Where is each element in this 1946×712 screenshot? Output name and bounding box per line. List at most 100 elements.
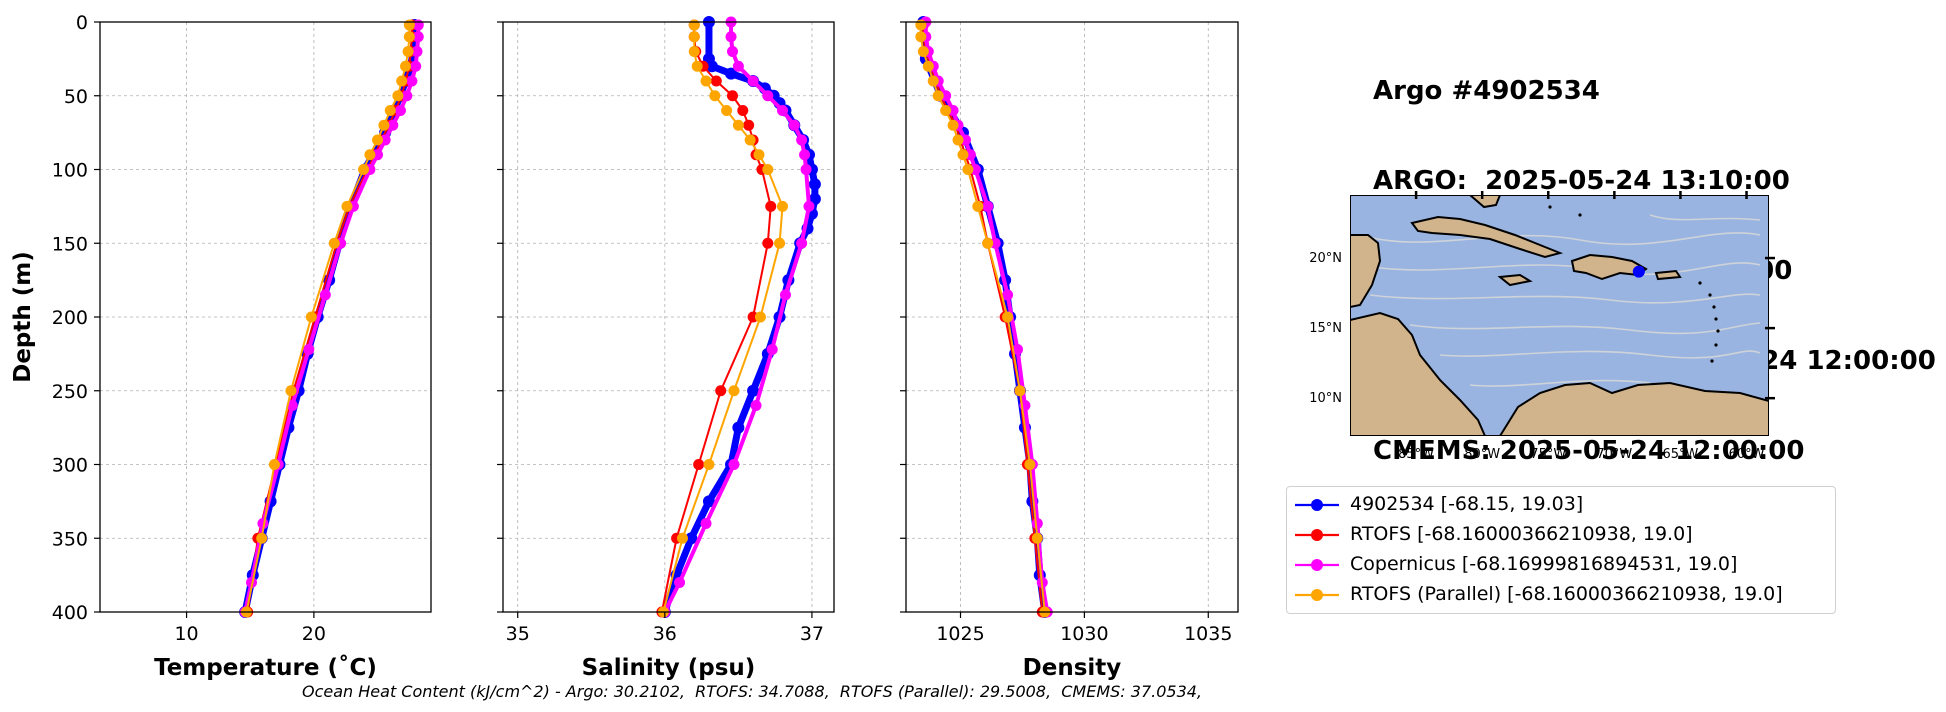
legend: 4902534 [-68.15, 19.03] RTOFS [-68.16000…: [1286, 486, 1836, 614]
map-canvas: [1349, 194, 1770, 437]
density-xtick-label: 1025: [936, 623, 984, 645]
salinity-rtofs-parallel-point: [703, 459, 715, 470]
land-cuba: [1410, 215, 1564, 259]
salinity-rtofs-point: [726, 90, 738, 102]
salinity-copernicus-point: [762, 90, 774, 102]
temperature-rtofs-parallel-point: [396, 75, 408, 87]
temperature-rtofs-parallel-point: [364, 149, 376, 161]
density-rtofs-parallel-point: [1014, 385, 1026, 397]
salinity-xtick-label: 36: [653, 623, 677, 645]
salinity-rtofs-parallel-point: [709, 90, 721, 102]
density-rtofs-parallel-point: [1031, 532, 1043, 544]
legend-label-argo: 4902534 [-68.15, 19.03]: [1350, 493, 1584, 515]
temperature-copernicus-point: [319, 289, 331, 301]
salinity-argo-point: [732, 421, 745, 434]
map-lon-label: 85°W: [1398, 447, 1434, 462]
density-copernicus-point: [1011, 343, 1023, 355]
legend-marker-rtofs-parallel: [1311, 589, 1323, 601]
profile-panels: 0 50 100 150 200 250 300 350 400 10 20 Temperature …: [52, 12, 1239, 681]
temperature-panel: 0 50 100 150 200 250 300 350 400 10 20 Temperature …: [52, 12, 432, 681]
temperature-copernicus-point: [394, 105, 406, 116]
density-rtofs-parallel-point: [940, 105, 952, 116]
salinity-rtofs-point: [715, 385, 727, 397]
land-yucatan: [1349, 234, 1382, 309]
temperature-copernicus-point: [303, 343, 315, 355]
density-copernicus-point: [1002, 289, 1014, 301]
land-puerto-rico: [1654, 269, 1682, 281]
legend-label-rtofs-parallel: RTOFS (Parallel) [-68.16000366210938, 19…: [1350, 583, 1783, 605]
map-lon-label: 75°W: [1530, 447, 1566, 462]
density-copernicus-point: [1031, 518, 1043, 529]
legend-label-copernicus: Copernicus [-68.16999816894531, 19.0]: [1350, 553, 1738, 575]
density-rtofs-parallel-point: [972, 200, 984, 212]
temperature-ytick-label: 100: [52, 160, 88, 182]
argo-position-marker: [1632, 265, 1645, 278]
ocean-heat-content-footer: Ocean Heat Content (kJ/cm^2) - Argo: 30.…: [302, 682, 1203, 701]
temperature-rtofs-parallel-point: [285, 385, 297, 397]
temperature-ytick-label: 350: [52, 528, 88, 550]
density-panel: 1025 1030 1035 Density: [900, 16, 1239, 681]
legend-marker-copernicus: [1311, 559, 1323, 571]
header-line-cmems: CMEMS: 2025-05-24 12:00:00: [1373, 436, 1805, 466]
salinity-panel: 35 36 37 Salinity (psu): [497, 16, 835, 681]
salinity-argo-point: [702, 495, 715, 508]
density-rtofs-parallel-point: [917, 46, 929, 57]
salinity-rtofs-parallel-point: [688, 31, 700, 43]
legend-item-rtofs-parallel: RTOFS (Parallel) [-68.16000366210938, 19…: [1287, 580, 1835, 610]
temperature-copernicus-point: [387, 119, 399, 131]
salinity-rtofs-parallel-point: [732, 119, 744, 131]
salinity-argo-point: [705, 60, 718, 73]
salinity-rtofs-point: [693, 459, 705, 470]
temperature-series-rtofs-parallel-line: [245, 24, 411, 613]
temperature-copernicus-point: [411, 46, 423, 57]
y-axis-label: Depth (m): [10, 251, 36, 383]
temperature-rtofs-parallel-point: [328, 237, 340, 249]
density-rtofs-parallel-point: [952, 134, 964, 146]
map-graticule-labels: 20°N 15°N 10°N 85°W 80°W 75°W 70°W 65°W 60°W: [1309, 191, 1775, 462]
density-xaxis-label: Density: [1023, 655, 1122, 681]
map-small-islands: [1548, 205, 1720, 363]
salinity-xtick-label: 35: [506, 623, 530, 645]
density-rtofs-parallel-point: [947, 119, 959, 131]
legend-item-argo: 4902534 [-68.15, 19.03]: [1287, 490, 1835, 520]
density-rtofs-parallel-point: [1002, 311, 1014, 323]
density-rtofs-parallel-point: [932, 90, 944, 102]
density-rtofs-parallel-point: [922, 60, 934, 72]
header-line-title: Argo #4902534: [1373, 76, 1600, 106]
temperature-rtofs-parallel-point: [268, 459, 280, 470]
salinity-copernicus-point: [700, 518, 712, 529]
salinity-xaxis-label: Salinity (psu): [582, 655, 756, 681]
density-rtofs-parallel-point: [962, 164, 974, 175]
salinity-argo-point: [747, 384, 760, 397]
temperature-rtofs-parallel-point: [372, 134, 384, 146]
map-lon-label: 70°W: [1596, 447, 1632, 462]
temperature-ytick-label: 200: [52, 307, 88, 329]
salinity-copernicus-point: [777, 105, 789, 116]
salinity-copernicus-point: [799, 149, 811, 161]
salinity-copernicus-point: [779, 289, 791, 301]
salinity-copernicus-point: [788, 119, 800, 131]
density-rtofs-parallel-point: [915, 31, 927, 43]
salinity-rtofs-point: [710, 75, 722, 87]
land-jamaica: [1497, 273, 1533, 287]
temperature-rtofs-parallel-point: [305, 311, 317, 323]
location-map: [1349, 194, 1770, 437]
map-lon-label: 65°W: [1662, 447, 1698, 462]
salinity-rtofs-parallel-point: [700, 75, 712, 87]
temperature-xtick-label: 20: [302, 623, 326, 645]
temperature-copernicus-point: [410, 60, 422, 72]
salinity-copernicus-point: [803, 200, 815, 212]
temperature-rtofs-parallel-point: [341, 200, 353, 212]
salinity-copernicus-point: [726, 46, 738, 57]
density-rtofs-parallel-point: [1024, 459, 1036, 470]
header-line-argo: ARGO: 2025-05-24 13:10:00: [1373, 166, 1790, 196]
temperature-copernicus-point: [406, 75, 418, 87]
density-xtick-label: 1035: [1184, 623, 1232, 645]
salinity-copernicus-point: [750, 400, 762, 411]
salinity-rtofs-parallel-point: [777, 200, 789, 212]
temperature-xtick-label: 10: [174, 623, 198, 645]
salinity-rtofs-point: [762, 237, 774, 249]
temperature-rtofs-parallel-point: [256, 532, 268, 544]
salinity-copernicus-point: [796, 237, 808, 249]
